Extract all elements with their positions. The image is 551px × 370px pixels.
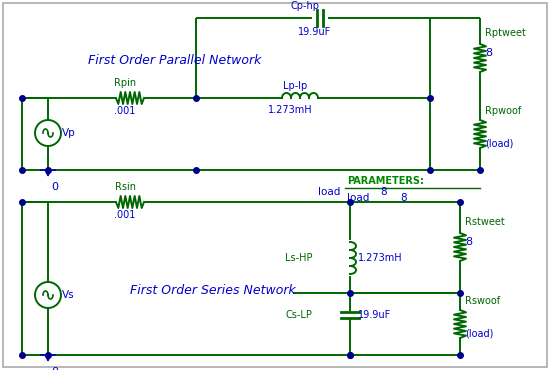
Text: First Order Series Network: First Order Series Network [130, 283, 296, 296]
Text: Vs: Vs [62, 290, 74, 300]
Text: 19.9uF: 19.9uF [358, 310, 391, 320]
Text: 8: 8 [465, 237, 472, 247]
Text: Cp-hp: Cp-hp [290, 1, 320, 11]
Text: Rstweet: Rstweet [465, 217, 505, 227]
Text: 0: 0 [51, 182, 58, 192]
Text: Lp-lp: Lp-lp [283, 81, 307, 91]
Text: (load): (load) [485, 139, 514, 149]
Text: 8: 8 [485, 48, 492, 58]
Text: Rpwoof: Rpwoof [485, 106, 521, 116]
Text: Vp: Vp [62, 128, 75, 138]
Text: load: load [317, 187, 340, 197]
Text: .001: .001 [114, 210, 136, 220]
Text: 1.273mH: 1.273mH [358, 253, 403, 263]
Text: 1.273mH: 1.273mH [268, 105, 312, 115]
Text: Ls-HP: Ls-HP [284, 253, 312, 263]
Text: 0: 0 [51, 367, 58, 370]
Text: 8: 8 [400, 193, 407, 203]
Text: 19.9uF: 19.9uF [299, 27, 332, 37]
Text: 8: 8 [380, 187, 387, 197]
Text: load: load [347, 193, 369, 203]
Text: First Order Parallel Network: First Order Parallel Network [88, 54, 261, 67]
Text: Rpin: Rpin [114, 78, 136, 88]
Text: (load): (load) [465, 329, 493, 339]
Text: Rptweet: Rptweet [485, 28, 526, 38]
Text: Rsin: Rsin [115, 182, 136, 192]
Text: Rswoof: Rswoof [465, 296, 500, 306]
Text: PARAMETERS:: PARAMETERS: [347, 176, 424, 186]
Text: Cs-LP: Cs-LP [285, 310, 312, 320]
Text: .001: .001 [114, 106, 136, 116]
